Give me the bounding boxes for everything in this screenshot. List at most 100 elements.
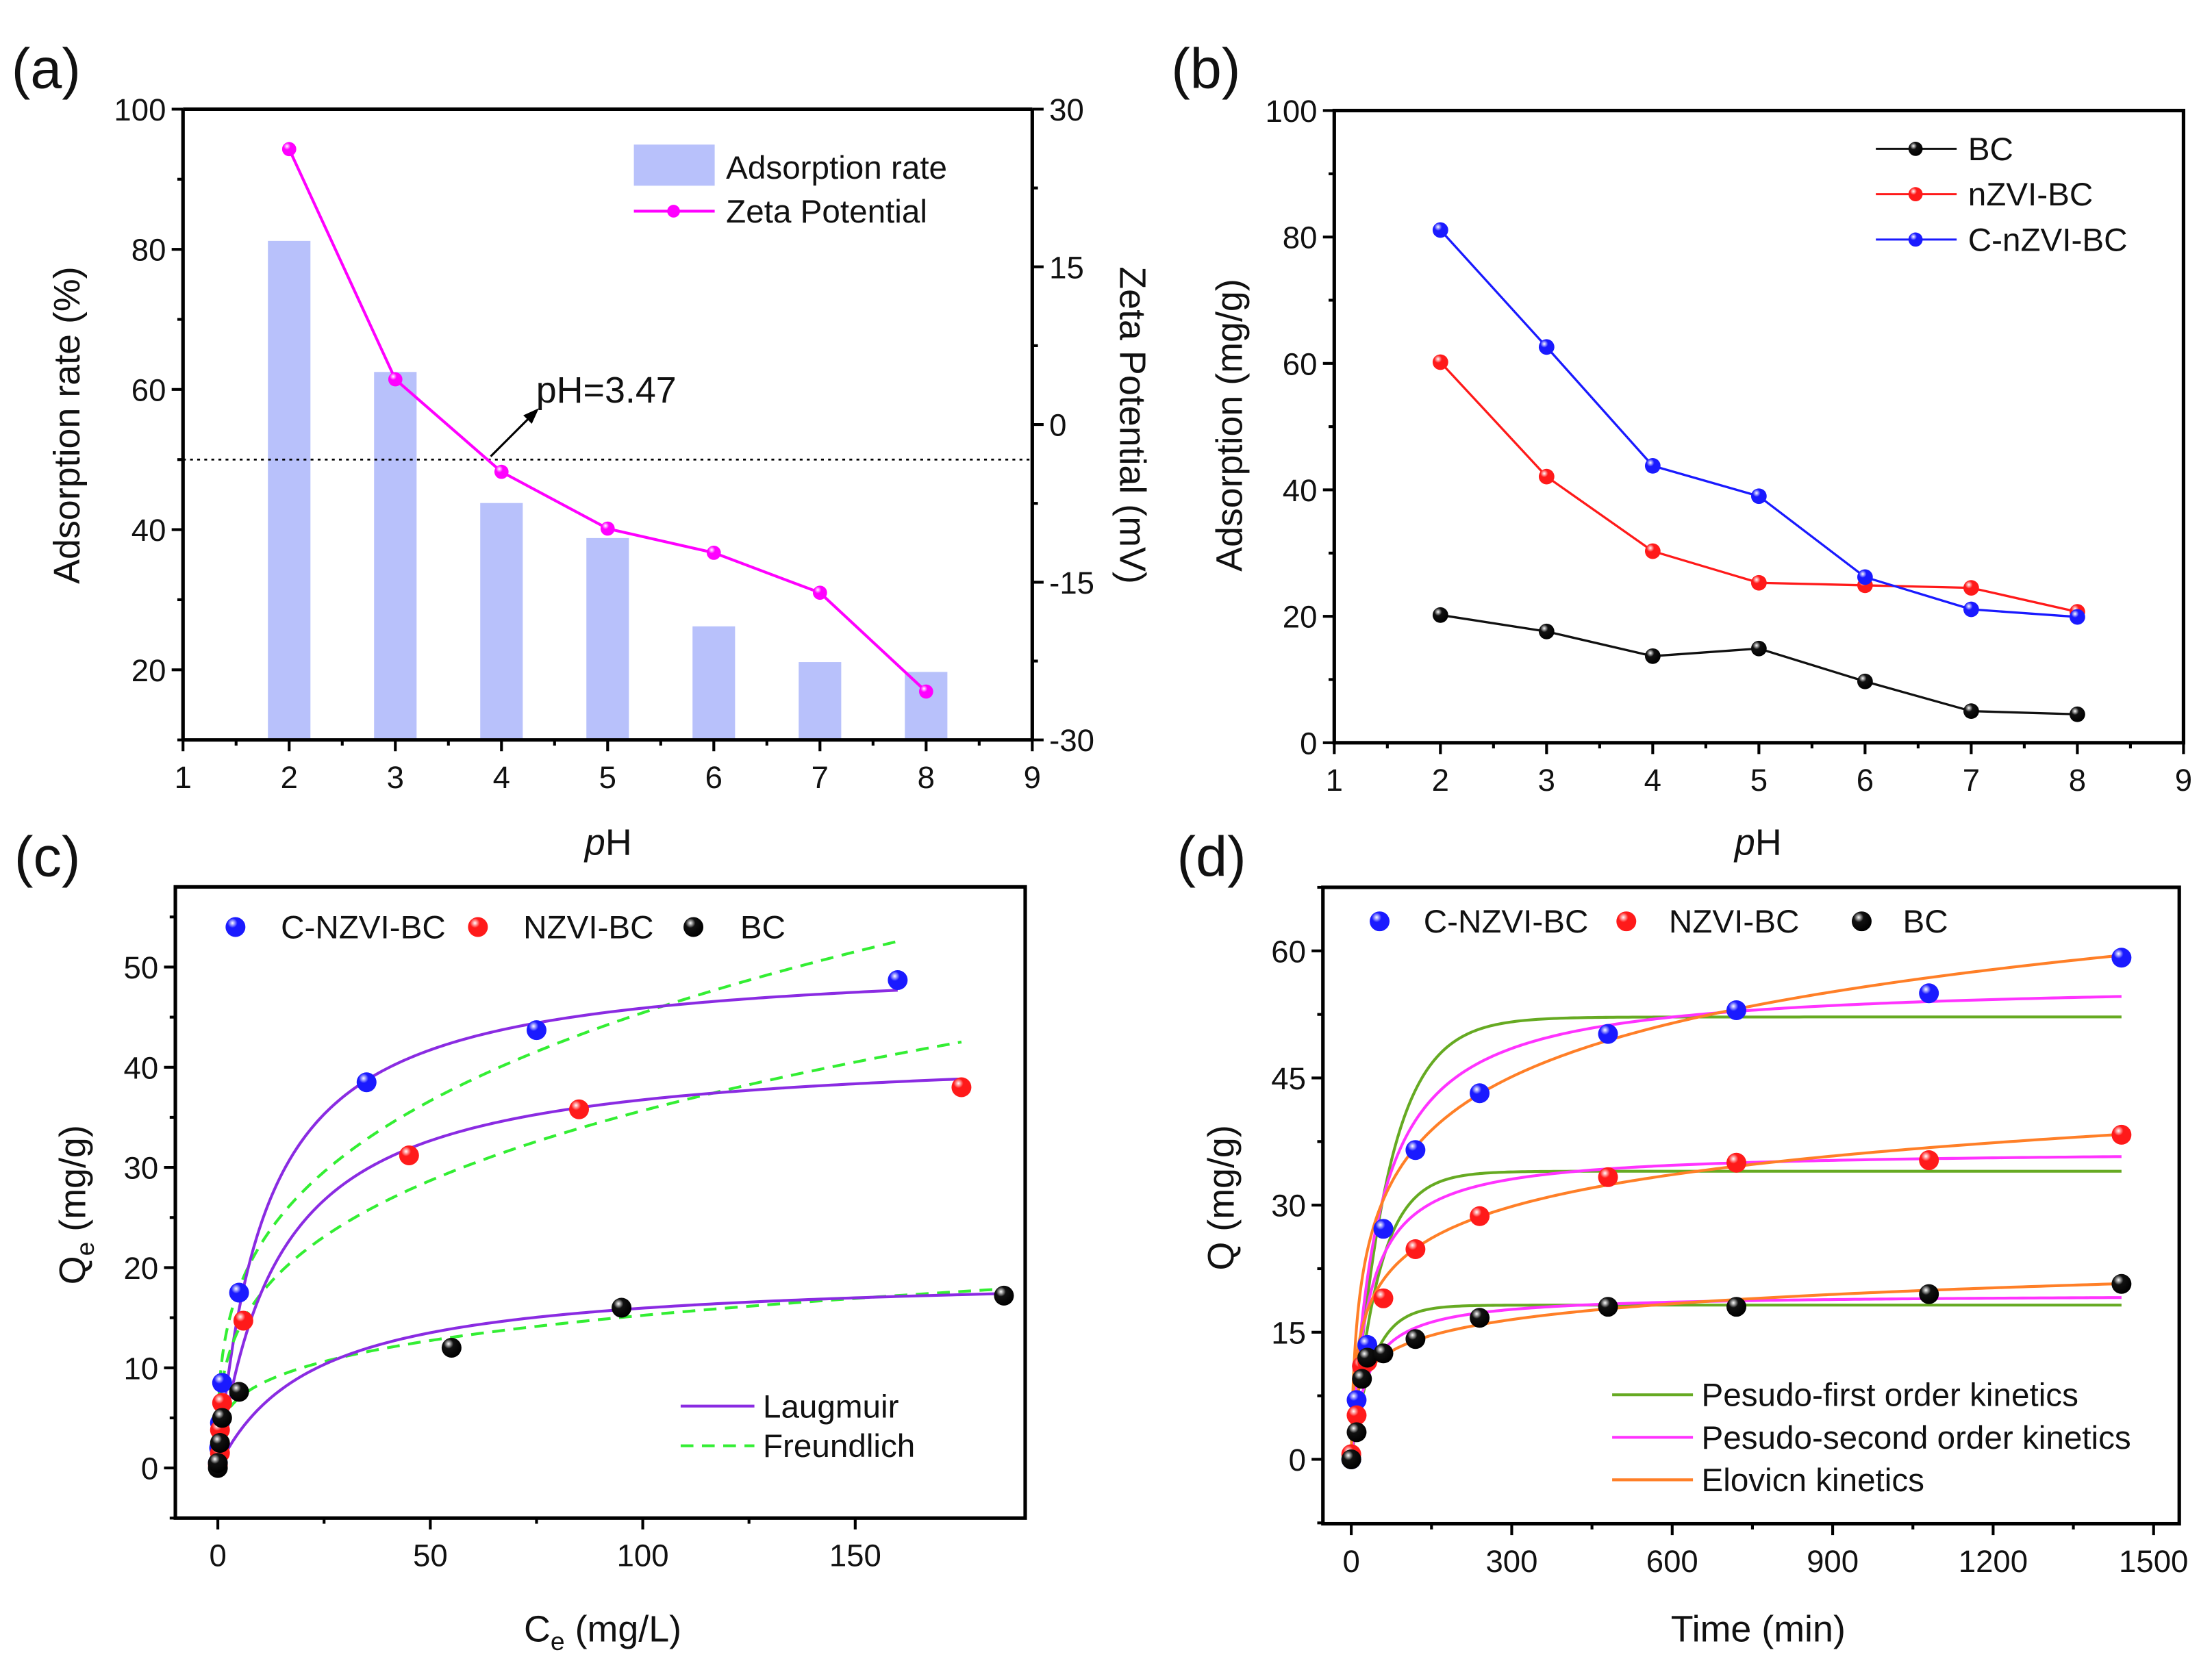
legend-label: NZVI-BC: [1669, 904, 1799, 940]
legend-marker: [667, 205, 680, 218]
data-point: [210, 1433, 230, 1454]
d-ylabel: Q (mg/g): [1201, 1125, 1242, 1270]
zeta-point: [918, 684, 933, 699]
data-point: [1373, 1288, 1394, 1308]
zeta-point: [812, 585, 827, 600]
data-point: [1726, 1297, 1746, 1317]
y-tick-label: 15: [1049, 250, 1084, 285]
y-tick-label: 30: [124, 1151, 159, 1186]
data-point: [1470, 1083, 1490, 1104]
data-point: [1726, 1152, 1746, 1173]
data-point: [1341, 1449, 1361, 1469]
x-tick-label: 0: [209, 1538, 226, 1573]
series-line: [1440, 361, 2078, 613]
a-y2label: Zeta Potential (mV): [1112, 266, 1153, 584]
c-legend: C-NZVI-BC NZVI-BC BC Laugmuir Freundlich: [225, 910, 915, 1464]
data-point: [1963, 601, 1979, 618]
data-point: [1470, 1206, 1490, 1226]
bar: [799, 662, 842, 740]
legend-swatch-bar: [633, 144, 715, 186]
y-tick-label: 0: [1289, 1443, 1306, 1478]
data-point: [1346, 1405, 1367, 1425]
legend-marker: [468, 917, 488, 937]
bar: [905, 672, 948, 740]
panel-label-c: (c): [14, 824, 81, 888]
data-point: [1750, 574, 1767, 591]
legend-label: C-NZVI-BC: [281, 910, 446, 946]
zeta-point: [706, 546, 721, 560]
data-point: [1963, 703, 1979, 720]
legend-marker: [1616, 911, 1637, 932]
zeta-point: [494, 464, 509, 479]
data-point: [1405, 1140, 1426, 1161]
data-point: [2111, 948, 2132, 968]
y-tick-label: -30: [1049, 723, 1094, 758]
data-point: [1726, 1000, 1746, 1020]
data-point: [1405, 1329, 1426, 1349]
data-point: [1598, 1167, 1618, 1187]
data-point: [1750, 640, 1767, 657]
legend-label: Zeta Potential: [726, 194, 927, 230]
data-point: [208, 1453, 228, 1473]
x-tick-label: 900: [1807, 1544, 1859, 1579]
y-tick-label: 20: [131, 653, 166, 688]
bar: [480, 503, 523, 740]
x-tick-label: 600: [1646, 1544, 1698, 1579]
freundlich-curve: [216, 1287, 1005, 1469]
legend-marker: [1908, 232, 1923, 247]
x-tick-label: 8: [918, 760, 935, 795]
x-tick-label: 2: [281, 760, 298, 795]
data-point: [1644, 543, 1661, 559]
arrowhead-icon: [523, 408, 539, 424]
x-tick-label: 100: [617, 1538, 669, 1573]
legend-marker: [1851, 911, 1872, 932]
pso-curve: [1350, 1155, 2122, 1460]
x-tick-label: 1: [175, 760, 192, 795]
c-xlabel: Ce (mg/L): [524, 1608, 681, 1655]
zeta-point: [281, 142, 297, 157]
data-point: [1598, 1297, 1618, 1317]
y-tick-label: 40: [124, 1050, 159, 1085]
data-point: [399, 1145, 419, 1166]
x-tick-label: 3: [1538, 763, 1555, 798]
x-tick-label: 6: [1857, 763, 1874, 798]
data-point: [212, 1393, 232, 1413]
annotation-text: pH=3.47: [536, 370, 677, 411]
y-tick-label: 0: [141, 1451, 158, 1486]
data-point: [1432, 222, 1448, 238]
x-tick-label: 5: [1750, 763, 1768, 798]
chart-panel-a: 1 2 3 4 5 6 7 8 9 20 40 60 80 100 -30 -15 0 15 30: [114, 92, 1094, 795]
data-point: [994, 1285, 1014, 1306]
legend-label: NZVI-BC: [523, 910, 653, 946]
a-annotation: pH=3.47: [490, 370, 677, 457]
legend-marker: [1908, 142, 1923, 156]
y-tick-label: 100: [114, 92, 166, 127]
legend-label: Adsorption rate: [726, 150, 947, 186]
x-tick-label: 300: [1485, 1544, 1537, 1579]
y-tick-label: 20: [1283, 600, 1318, 635]
data-point: [212, 1373, 232, 1393]
a-xlabel: pH: [583, 822, 632, 863]
legend-label: BC: [1902, 904, 1948, 940]
y-tick-label: 40: [131, 513, 166, 548]
data-point: [951, 1077, 972, 1098]
legend-marker: [1908, 187, 1923, 201]
x-tick-label: 5: [599, 760, 616, 795]
data-point: [1598, 1024, 1618, 1044]
data-point: [1857, 569, 1873, 585]
bar: [692, 626, 736, 740]
legend-label: C-nZVI-BC: [1968, 222, 2128, 258]
x-tick-label: 4: [1644, 763, 1661, 798]
data-point: [888, 969, 908, 990]
data-point: [1644, 458, 1661, 474]
chart-panel-d: 0 300 600 900 1200 1500 0 15 30 45 60: [1271, 885, 2188, 1579]
data-point: [233, 1310, 253, 1331]
data-point: [1919, 983, 1939, 1004]
data-point: [1919, 1150, 1939, 1171]
data-point: [1432, 354, 1448, 370]
elovich-curve: [1350, 954, 2122, 1460]
bar: [268, 240, 311, 740]
data-point: [1352, 1369, 1372, 1389]
annotation-arrow: [490, 416, 531, 457]
